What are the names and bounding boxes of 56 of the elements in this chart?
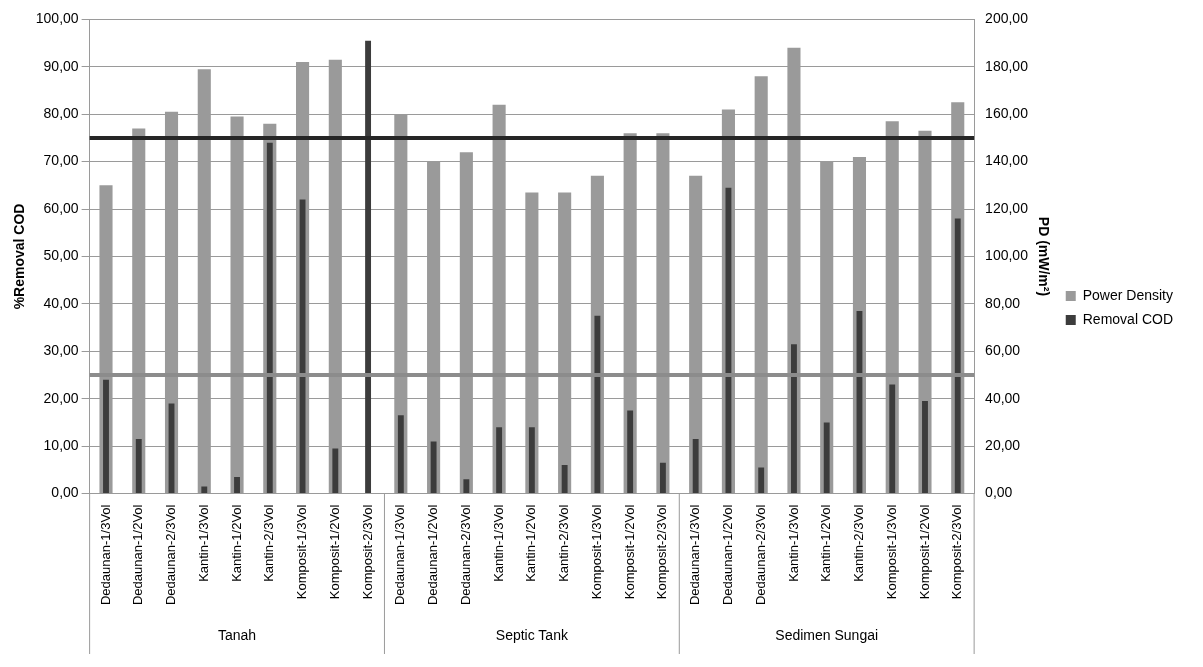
x-tick-label: Dedaunan-1/2Vol [130,504,146,606]
y-tick-label: 50,00 [43,247,79,264]
y2-tick-label: 200,00 [985,10,1029,27]
x-tick-label: Dedaunan-2/3Vol [752,504,768,606]
y2-tick-label: 60,00 [985,342,1021,359]
text: Tanah [217,627,257,643]
y2-axis-title: PD (mW/m²) [1036,216,1053,297]
y-tick-label: 30,00 [43,342,79,359]
x-tick-label: Komposit-1/2Vol [621,504,637,600]
y2-tick-label: 100,00 [985,247,1029,264]
x-tick-label: Komposit-2/3Vol [949,504,965,600]
x-tick-label: Kantin-2/3Vol [261,504,277,582]
y-tick-label: 60,00 [43,199,79,216]
x-tick-label: Komposit-1/3Vol [294,504,310,600]
y2-tick-label: 80,00 [985,294,1021,311]
x-tick-label: Kantin-1/2Vol [228,504,244,582]
y-tick-label: 90,00 [43,57,79,74]
x-tick-label: Dedaunan-1/3Vol [97,504,113,606]
x-tick-label: Kantin-1/2Vol [523,504,539,582]
y-tick-label: 0,00 [51,484,79,501]
y2-tick-label: 20,00 [985,436,1021,453]
x-tick-label: Kantin-2/3Vol [851,504,867,582]
x-tick-label: Komposit-2/3Vol [654,504,670,600]
y2-tick-label: 180,00 [985,57,1029,74]
y-tick-label: 10,00 [43,436,79,453]
x-tick-label: Komposit-1/2Vol [916,504,932,600]
x-tick-label: Komposit-2/3Vol [359,504,375,600]
text: Septic Tank [495,627,569,643]
x-tick-label: Komposit-1/3Vol [883,504,899,600]
y2-tick-label: 0,00 [985,484,1013,501]
x-tick-label: Dedaunan-2/3Vol [163,504,179,606]
legend-label: Removal COD [1082,310,1173,327]
x-tick-label: Dedaunan-1/2Vol [425,504,441,606]
y2-tick-label: 140,00 [985,152,1029,169]
y-tick-label: 80,00 [43,105,79,122]
x-tick-label: Dedaunan-1/2Vol [720,504,736,606]
y2-tick-label: 40,00 [985,389,1021,406]
x-tick-label: Kantin-1/2Vol [818,504,834,582]
x-tick-label: Kantin-1/3Vol [490,504,506,582]
x-tick-label: Kantin-2/3Vol [556,504,572,582]
x-tick-label: Dedaunan-1/3Vol [392,504,408,606]
x-tick-label: Kantin-1/3Vol [785,504,801,582]
x-tick-label: Dedaunan-2/3Vol [457,504,473,606]
text: Sedimen Sungai [775,627,879,643]
legend-label: Power Density [1082,286,1174,303]
y-tick-label: 40,00 [43,294,79,311]
x-tick-label: Kantin-1/3Vol [195,504,211,582]
x-tick-label: Komposit-1/3Vol [588,504,604,600]
y2-tick-label: 160,00 [985,105,1029,122]
y-tick-label: 70,00 [43,152,79,169]
y-tick-label: 20,00 [43,389,79,406]
x-tick-label: Komposit-1/2Vol [326,504,342,600]
y-axis-title: %Removal COD [11,203,28,310]
y2-tick-label: 120,00 [985,199,1029,216]
y-tick-label: 100,00 [35,10,79,27]
x-tick-label: Dedaunan-1/3Vol [687,504,703,606]
